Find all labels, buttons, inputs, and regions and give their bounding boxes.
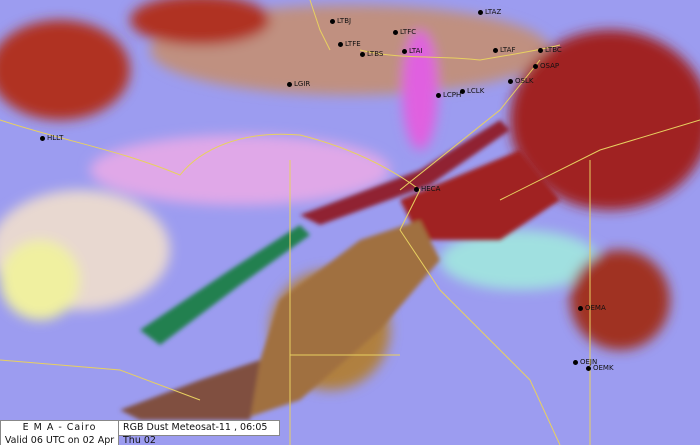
- issuer-caption: E M A - Cairo Valid 06 UTC on 02 Apr 202…: [0, 420, 119, 445]
- station-label: LTAI: [402, 47, 423, 55]
- valid-time-label: Valid 06 UTC on 02 Apr 2026: [4, 435, 115, 445]
- station-label: OSLK: [508, 77, 533, 85]
- station-label: OEMK: [586, 364, 614, 372]
- station-label: LCLK: [460, 87, 484, 95]
- product-label: RGB Dust Meteosat-11 , 06:05 Thu 02: [123, 422, 268, 445]
- station-label: LTFE: [338, 40, 361, 48]
- station-label: LGIR: [287, 80, 310, 88]
- station-label: LCPH: [436, 91, 461, 99]
- station-label: LTFC: [393, 28, 416, 36]
- station-label: LTBC: [538, 46, 562, 54]
- station-label: OSAP: [533, 62, 559, 70]
- station-label: LTAZ: [478, 8, 501, 16]
- dust-plume-green: [140, 225, 310, 345]
- libya-dust: [90, 135, 390, 205]
- station-label: OEJN: [573, 358, 597, 366]
- station-label: LTAF: [493, 46, 515, 54]
- station-label: LTBS: [360, 50, 383, 58]
- agency-label: E M A - Cairo: [22, 422, 97, 433]
- product-caption: RGB Dust Meteosat-11 , 06:05 Thu 02: [118, 420, 280, 445]
- station-label: HLLT: [40, 134, 63, 142]
- station-label: OEMA: [578, 304, 606, 312]
- station-label: LTBJ: [330, 17, 351, 25]
- station-label: HECA: [414, 185, 440, 193]
